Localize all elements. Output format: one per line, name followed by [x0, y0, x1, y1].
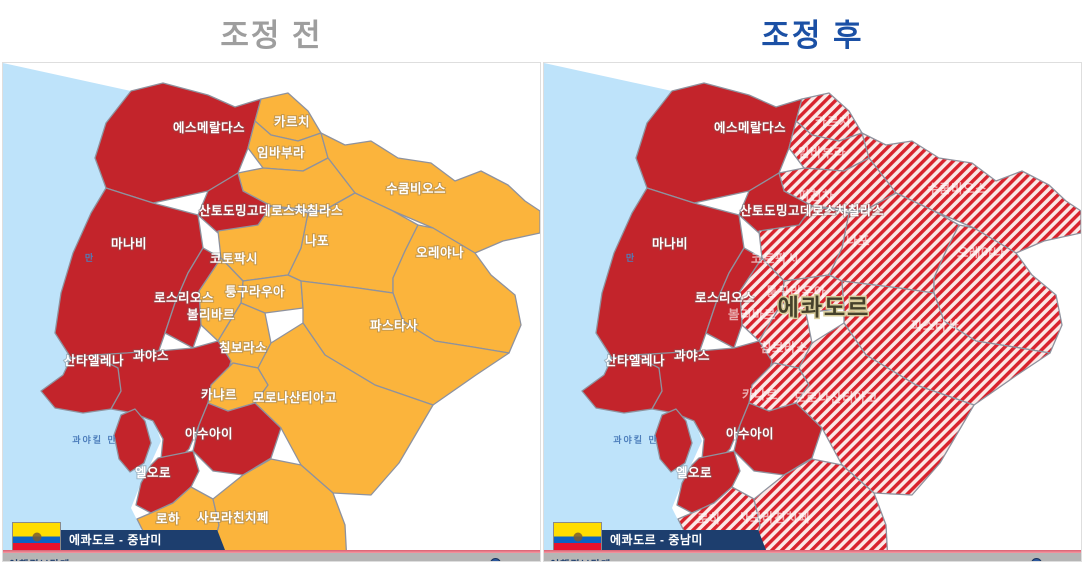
province-chimborazo-label: 침보라소 [760, 340, 808, 355]
province-guayas-label: 과야스 [674, 348, 710, 363]
province-manabi-region[interactable] [595, 187, 745, 359]
province-chimborazo-label: 침보라소 [219, 340, 267, 355]
province-el-oro-label: 엘오로 [135, 466, 171, 480]
gulf-of-guayaquil-label: 과야킬 만 [72, 434, 118, 445]
province-cotopaxi-label: 코토팍시 [210, 251, 258, 266]
province-santo-domingo-label: 산토도밍고데로스차칠라스 [199, 203, 343, 218]
province-manabi-label: 마나비 [111, 236, 147, 251]
province-zamora-chinchipe-region[interactable] [749, 458, 889, 561]
province-esmeraldas-region[interactable] [94, 82, 262, 204]
advisory-level-label: 여행경보단계 [550, 556, 611, 561]
province-los-rios-label: 로스리오스 [695, 290, 755, 305]
advisory-level-label: 여행경보단계 [9, 556, 70, 561]
province-tungurahua-label: 퉁구라우아 [225, 284, 285, 299]
province-guayas-label: 과야스 [133, 348, 169, 363]
province-canar-label: 카냐르 [742, 387, 778, 402]
province-esmeraldas-label: 에스메랄다스 [173, 120, 245, 135]
map-panel-before: 에스메랄다스 카르치 임바부라 수쿰비오스 산토도밍고데로스차칠라스 마나비 나… [2, 62, 541, 562]
country-region-bar: 에콰도르 - 중남미 [31, 530, 225, 550]
province-los-rios-label: 로스리오스 [154, 290, 214, 305]
legend-divider-line [544, 550, 1081, 553]
province-pichincha-label: 피친차 [798, 188, 834, 203]
ecuador-flag [553, 522, 602, 551]
puna-island[interactable] [654, 408, 693, 473]
province-napo-label: 나포 [305, 233, 329, 248]
province-napo-label: 나포 [846, 233, 870, 248]
province-loja-label: 로하 [697, 511, 721, 526]
ecuador-map-after: 에스메랄다스 카르치 임바부라 수쿰비오스 피친차 산토도밍고데로스차칠라스 마… [544, 63, 1081, 561]
province-santa-elena-label: 산타엘레나 [64, 353, 124, 368]
info-circle-icon[interactable] [1031, 558, 1042, 561]
province-zamora-chinchipe-label: 사모라친치페 [197, 510, 269, 525]
province-manabi-label: 마나비 [652, 236, 688, 251]
title-before-adjustment: 조정 전 [220, 18, 323, 53]
map-panel-after: 에스메랄다스 카르치 임바부라 수쿰비오스 피친차 산토도밍고데로스차칠라스 마… [543, 62, 1082, 562]
bay-label: 만 [626, 252, 636, 263]
province-tungurahua-label: 퉁구라우아 [766, 284, 826, 299]
province-bolivar-label: 볼리바르 [187, 307, 235, 322]
province-pastaza-label: 파스타사 [911, 318, 959, 333]
province-esmeraldas-region[interactable] [635, 82, 803, 204]
ecuador-flag [12, 522, 61, 551]
province-orellana-label: 오레야나 [957, 245, 1005, 260]
province-esmeraldas-label: 에스메랄다스 [714, 120, 786, 135]
province-zamora-chinchipe-region[interactable] [208, 458, 348, 561]
province-carchi-label: 카르치 [274, 114, 310, 129]
province-sucumbios-label: 수쿰비오스 [927, 181, 987, 196]
province-pastaza-label: 파스타사 [370, 318, 418, 333]
province-santa-elena-label: 산타엘레나 [605, 353, 665, 368]
province-azuay-label: 아수아이 [726, 426, 774, 441]
legend-divider-line [3, 550, 540, 553]
province-orellana-label: 오레야나 [416, 245, 464, 260]
info-circle-icon[interactable] [490, 558, 501, 561]
title-after-adjustment: 조정 후 [761, 18, 864, 53]
ecuador-flag-emblem [32, 532, 41, 541]
province-imbabura-label: 임바부라 [798, 145, 846, 160]
bay-label: 만 [85, 252, 95, 263]
ecuador-flag-emblem [573, 532, 582, 541]
province-sucumbios-label: 수쿰비오스 [386, 181, 446, 196]
province-zamora-chinchipe-label: 사모라친치페 [738, 510, 810, 525]
province-loja-label: 로하 [156, 511, 180, 526]
province-bolivar-label: 볼리바르 [728, 307, 776, 322]
legend-strip: 여행경보단계 [3, 553, 540, 561]
province-santo-domingo-label: 산토도밍고데로스차칠라스 [740, 203, 884, 218]
country-ecuador-label: 에콰도르 [778, 294, 871, 320]
province-imbabura-label: 임바부라 [257, 145, 305, 160]
legend-strip: 여행경보단계 [544, 553, 1081, 561]
province-carchi-label: 카르치 [815, 114, 851, 129]
province-el-oro-label: 엘오로 [676, 466, 712, 480]
ecuador-map-before: 에스메랄다스 카르치 임바부라 수쿰비오스 산토도밍고데로스차칠라스 마나비 나… [3, 63, 540, 561]
province-azuay-label: 아수아이 [185, 426, 233, 441]
province-morona-santiago-label: 모로나산티아고 [253, 390, 337, 405]
province-canar-label: 카냐르 [201, 387, 237, 402]
province-morona-santiago-label: 모로나산티아고 [794, 390, 878, 405]
province-manabi-region[interactable] [54, 187, 204, 359]
province-cotopaxi-label: 코토팍시 [751, 251, 799, 266]
gulf-of-guayaquil-label: 과야킬 만 [613, 434, 659, 445]
puna-island[interactable] [113, 408, 152, 473]
country-region-bar: 에콰도르 - 중남미 [572, 530, 766, 550]
